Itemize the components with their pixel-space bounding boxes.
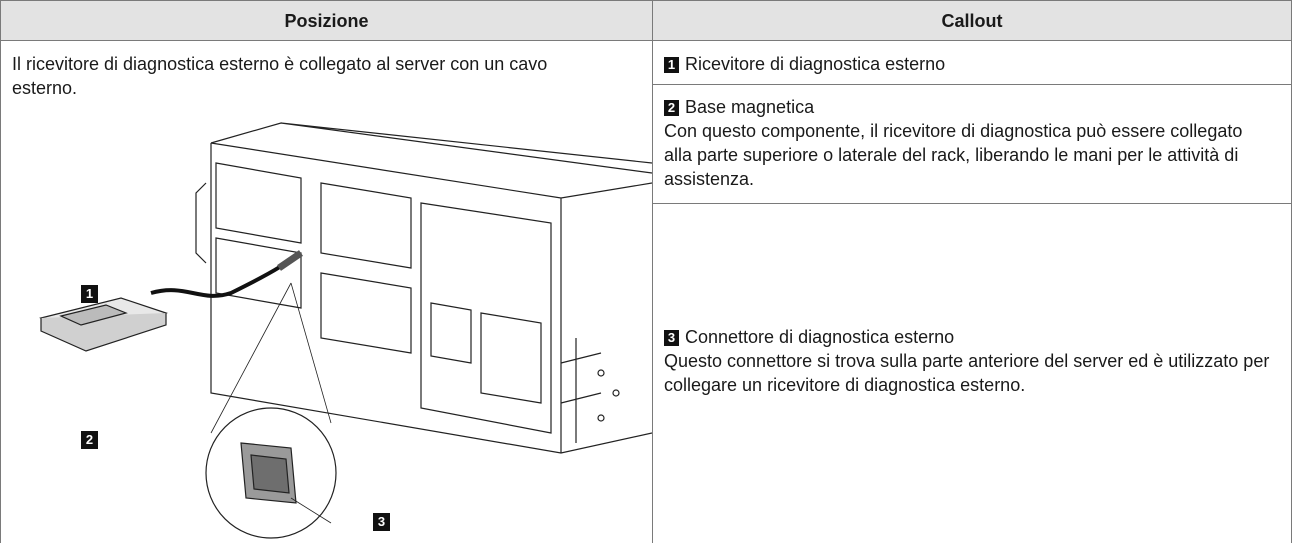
callout-title: Connettore di diagnostica esterno	[685, 327, 955, 347]
callout: 1 Ricevitore di diagnostica esterno	[664, 52, 945, 76]
callout-title: Base magnetica	[685, 97, 815, 117]
callout-text: Con questo componente, il ricevitore di …	[664, 121, 1243, 189]
callout-number: 3	[664, 330, 679, 346]
callout-text: Questo connettore si trova sulla parte a…	[664, 351, 1270, 395]
callout-number: 1	[664, 57, 679, 73]
header-text: Callout	[941, 11, 1003, 31]
callout-number: 2	[664, 100, 679, 116]
callout-cell: 3 Connettore di diagnostica esterno Questo…	[652, 203, 1292, 543]
header-cell: Callout	[652, 0, 1292, 41]
callout-title: Ricevitore di diagnostica esterno	[685, 54, 946, 74]
position-cell: Il ricevitore di diagnostica esterno è c…	[0, 40, 653, 543]
figure-label: 2	[81, 431, 98, 449]
figure-label: 1	[81, 285, 98, 303]
description: Il ricevitore di diagnostica esterno è c…	[12, 54, 548, 98]
callout: 2 Base magnetica Con questo componente, il…	[664, 95, 1274, 191]
header-text: Posizione	[284, 11, 369, 31]
callout-cell: 1 Ricevitore di diagnostica esterno	[652, 40, 1292, 85]
callout: 3 Connettore di diagnostica esterno Questo…	[664, 325, 1279, 397]
figure-label: 3	[373, 513, 390, 531]
illustration	[39, 122, 652, 539]
callout-cell: 2 Base magnetica Con questo componente, il…	[652, 84, 1292, 204]
header-cell: Posizione	[0, 0, 653, 41]
